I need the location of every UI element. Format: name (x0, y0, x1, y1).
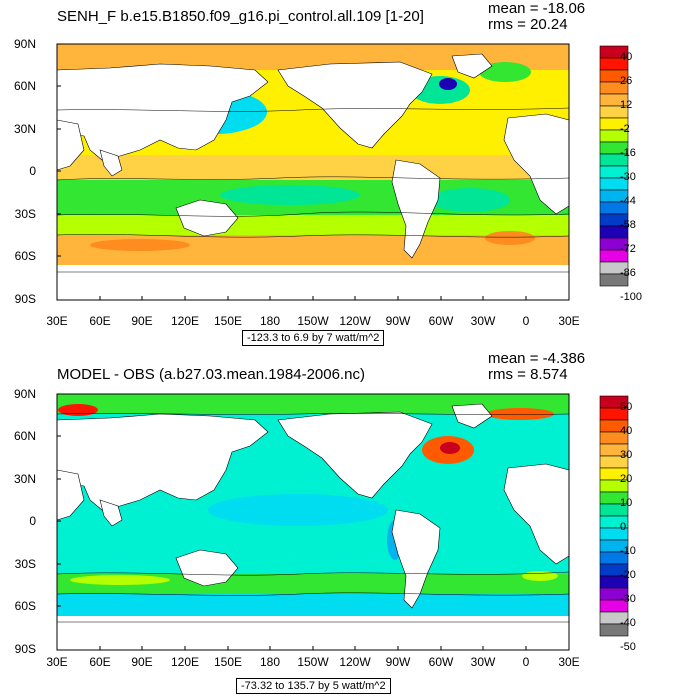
lat-label: 90S (14, 642, 36, 656)
lat-label: 0 (29, 164, 36, 178)
panel-title: SENH_F b.e15.B1850.f09_g16.pi_control.al… (57, 8, 424, 25)
land-mask (56, 403, 570, 651)
lon-label: 90E (131, 314, 153, 328)
lon-label: 120E (170, 655, 200, 669)
colorbar-label: 20 (620, 473, 633, 485)
lon-label: 30W (470, 655, 496, 669)
colorbar-label: -86 (620, 267, 636, 279)
lat-label: 60S (14, 249, 36, 263)
colorbar (599, 395, 629, 637)
colorbar-label: 12 (620, 99, 633, 111)
lon-label: 180 (259, 655, 281, 669)
lat-label: 30S (14, 207, 36, 221)
lon-label: 180 (259, 314, 281, 328)
colorbar-label: -44 (620, 195, 636, 207)
land-mask (56, 53, 570, 301)
lon-label: 30E (46, 655, 68, 669)
axis-ticks (56, 43, 570, 301)
lon-label: 120E (170, 314, 200, 328)
lat-label: 30N (13, 122, 36, 136)
contour-lines (56, 413, 570, 596)
lon-label: 150W (297, 314, 329, 328)
map-canvas (56, 43, 629, 301)
lon-label: 150W (297, 655, 329, 669)
colorbar-label: 30 (620, 449, 633, 461)
colorbar-label: -100 (620, 291, 643, 303)
map-panel-senh-f: SENH_F b.e15.B1850.f09_g16.pi_control.al… (13, 0, 643, 346)
lon-label: 0 (522, 314, 530, 328)
mean-value: mean = -18.06 (488, 0, 586, 17)
colorbar-label: 0 (620, 521, 627, 533)
lon-label: 60W (428, 314, 454, 328)
colorbar (599, 45, 629, 287)
lat-label: 60S (14, 599, 36, 613)
map-panel-model-minus-obs: MODEL - OBS (a.b27.03.mean.1984-2006.nc)… (0, 350, 700, 700)
lat-label: 90S (14, 292, 36, 306)
colorbar-label: -16 (620, 147, 636, 159)
lon-label: 30E (558, 655, 580, 669)
rms-value: rms = 8.574 (488, 366, 568, 383)
colorbar-label: -50 (620, 641, 636, 653)
lon-label: 0 (522, 655, 530, 669)
lat-label: 0 (29, 514, 36, 528)
lon-label: 150E (213, 655, 243, 669)
colorbar-label: -72 (620, 243, 636, 255)
lon-label: 90W (385, 314, 411, 328)
lat-label: 60N (13, 429, 36, 443)
lon-label: 150E (213, 314, 243, 328)
colorbar-label: 10 (620, 497, 633, 509)
colorbar-swatch (599, 273, 629, 287)
panel-title: MODEL - OBS (a.b27.03.mean.1984-2006.nc) (57, 366, 365, 383)
lon-label: 90W (385, 655, 411, 669)
rms-value: rms = 20.24 (488, 16, 568, 33)
lat-label: 60N (13, 79, 36, 93)
colorbar-label: 50 (620, 401, 633, 413)
colorbar-label: -2 (620, 123, 630, 135)
axis-ticks (56, 393, 570, 651)
lon-label: 60E (89, 655, 111, 669)
lat-label: 90N (13, 387, 36, 401)
contour-lines (56, 107, 570, 238)
colorbar-label: -40 (620, 617, 636, 629)
lon-label: 30E (46, 314, 68, 328)
lon-label: 120W (339, 655, 371, 669)
lon-label: 30W (470, 314, 496, 328)
colorbar-label: -10 (620, 545, 636, 557)
contour-range-box: -123.3 to 6.9 by 7 watt/m^2 (242, 330, 385, 346)
colorbar-swatch (599, 623, 629, 637)
contour-range-box: -73.32 to 135.7 by 5 watt/m^2 (236, 678, 391, 694)
lon-label: 60W (428, 655, 454, 669)
lon-label: 60E (89, 314, 111, 328)
colorbar-label: -30 (620, 171, 636, 183)
lon-label: 90E (131, 655, 153, 669)
colorbar-label: 40 (620, 51, 633, 63)
lat-label: 30S (14, 557, 36, 571)
lat-label: 30N (13, 472, 36, 486)
mean-value: mean = -4.386 (488, 350, 586, 367)
lon-label: 30E (558, 314, 580, 328)
lat-label: 90N (13, 37, 36, 51)
colorbar-label: -20 (620, 569, 636, 581)
colorbar-label: -58 (620, 219, 636, 231)
lon-label: 120W (339, 314, 371, 328)
colorbar-label: 40 (620, 425, 633, 437)
map-canvas (56, 393, 629, 651)
colorbar-label: -30 (620, 593, 636, 605)
colorbar-label: 26 (620, 75, 633, 87)
